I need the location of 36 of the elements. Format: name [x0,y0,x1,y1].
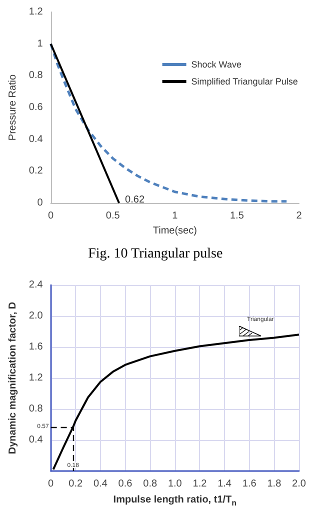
y-axis-title: Dynamic magnification factor, D [8,302,18,454]
y-tick-label: 2.0 [28,310,44,322]
legend-label: Simplified Triangular Pulse [191,76,298,86]
annotation: 0.62 [125,194,145,206]
x-tick-label: 0 [48,210,54,222]
text: Fig. 10 Triangular pulse [88,246,223,262]
y-tick-label: 0.2 [28,166,44,177]
y-tick-label: 0.6 [28,102,44,113]
x-tick-label: 0.8 [143,478,158,490]
y-tick-label: 1.2 [28,372,44,384]
y-axis-title: Pressure Ratio [8,74,18,141]
x-tick-label: 2.0 [292,478,306,490]
x-tick-label: 1 [172,210,178,222]
y-tick-label: 2.4 [28,280,44,290]
x-tick-label: 1.4 [218,478,232,490]
x-tick-label: 0.5 [106,210,120,222]
y-tick-label: 0.4 [28,134,44,145]
x-tick-label: 0.6 [118,478,133,490]
x-tick-label: 1.2 [192,478,208,490]
x-tick-label: 0.2 [68,478,84,490]
x-tick-label: 1.0 [168,478,182,490]
x-tick-label: 1.5 [230,210,244,222]
x-axis-title: Time(sec) [152,225,197,236]
x-tick-label: 0 [48,478,54,490]
y-tick-label: 1.2 [28,6,44,18]
y-tick-label: 0.8 [28,70,44,82]
x-tick-label: 2 [296,210,302,222]
y-tick-label: 1 [37,38,44,50]
y-tick-label: 1.6 [28,342,44,352]
x-tick-label: 1.6 [242,478,257,490]
y-tick-label: 0 [37,198,44,208]
y-tick-label: 0.8 [28,404,44,414]
y-tick-label: 0.4 [28,434,44,446]
x-tick-label: 0.4 [93,478,108,490]
legend-label: Shock Wave [191,60,242,70]
x-tick-label: 1.8 [267,478,282,490]
